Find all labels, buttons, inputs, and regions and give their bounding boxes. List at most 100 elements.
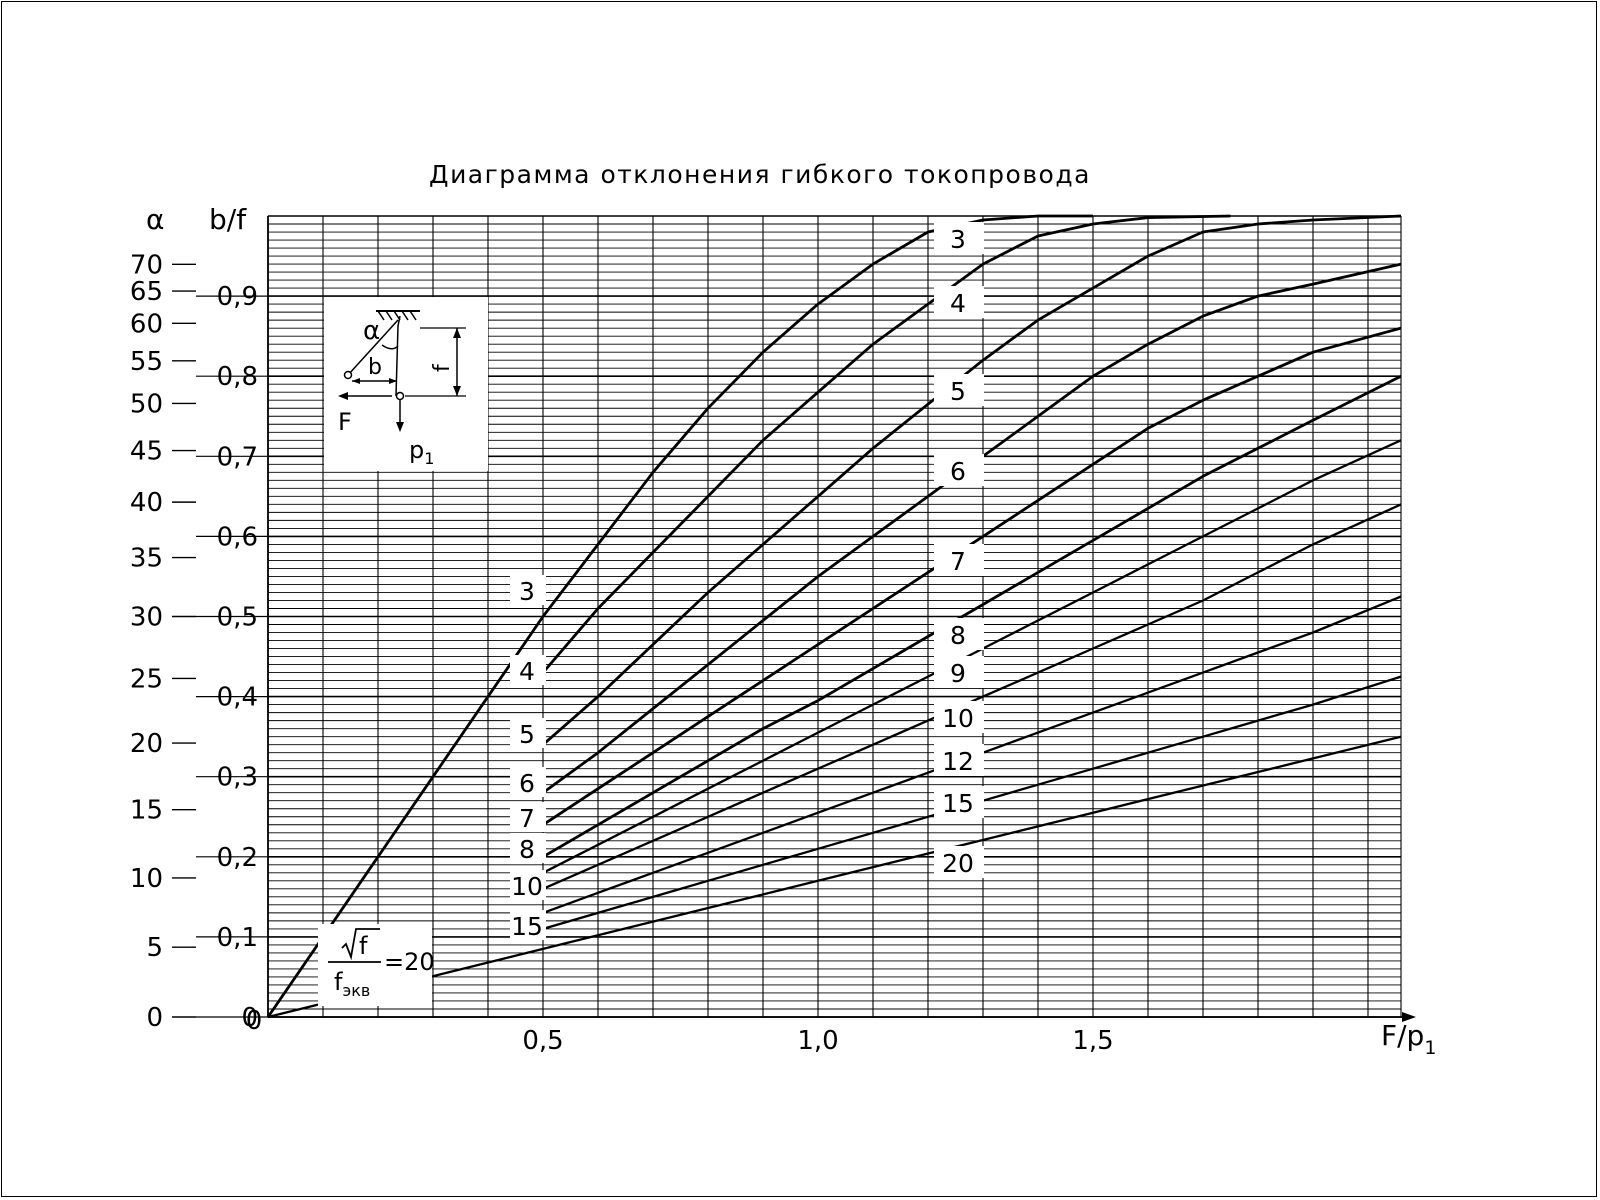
weight-arrow xyxy=(396,422,404,432)
force-f-arrow xyxy=(338,392,348,400)
alpha-tick-label: 50 xyxy=(130,389,163,419)
curve-label-right: 4 xyxy=(950,289,966,318)
curve-label-left: 10 xyxy=(511,872,543,901)
formula-value: =20 xyxy=(384,948,435,976)
y-tick-label: 0,7 xyxy=(217,442,258,472)
curve-label-right: 20 xyxy=(942,849,974,878)
alpha-tick-label: 30 xyxy=(130,603,163,633)
alpha-tick-label: 65 xyxy=(130,277,163,307)
alpha-tick-label: 40 xyxy=(130,488,163,518)
y-tick-label: 0,5 xyxy=(217,603,258,633)
curve-label-bg xyxy=(934,374,984,406)
curve-label-bg xyxy=(934,744,984,776)
support-hatch xyxy=(377,310,417,321)
y-tick-label: 0,3 xyxy=(217,763,258,793)
inset-scheme: α b f F p1 xyxy=(324,297,488,471)
x-tick-label: 0 xyxy=(246,1006,263,1036)
curve-label-right: 10 xyxy=(942,704,974,733)
curve-label-bg xyxy=(510,655,546,685)
wire-vertical xyxy=(395,315,401,397)
alpha-tick-label: 60 xyxy=(130,309,163,339)
y-tick-label: 0,1 xyxy=(217,923,258,953)
curve-label-left: 4 xyxy=(519,657,535,686)
curve-label-left: 6 xyxy=(519,769,535,798)
curve-label-left: 5 xyxy=(519,720,535,749)
alpha-tick-label: 0 xyxy=(146,1003,163,1033)
y-tick-label: 0,2 xyxy=(217,843,258,873)
curve-label-bg xyxy=(510,575,546,605)
curve-label-bg xyxy=(934,454,984,486)
curve-label-bg xyxy=(510,767,546,797)
x-tick-label: 0,5 xyxy=(522,1026,563,1056)
b-over-f-axis-label: b/f xyxy=(209,203,247,236)
alpha-tick-label: 5 xyxy=(146,933,163,963)
curve-label-right: 12 xyxy=(942,747,974,776)
inset-background xyxy=(324,297,488,471)
alpha-tick-label: 25 xyxy=(130,664,163,694)
curve-label-bg xyxy=(934,544,984,576)
curve-label-bg xyxy=(934,701,984,733)
curve-label-left: 15 xyxy=(511,912,543,941)
wire-deflected xyxy=(347,319,399,376)
curve-label-bg xyxy=(510,718,546,748)
curve-label-bg xyxy=(934,222,984,254)
curve-label-bg xyxy=(510,910,546,940)
chart-title: Диаграмма отклонения гибкого токопровода xyxy=(429,160,1091,189)
formula-denominator-sub: экв xyxy=(342,981,370,1000)
y-tick-label: 0,4 xyxy=(217,683,258,713)
inset-alpha: α xyxy=(363,316,380,346)
curve-label-left: 7 xyxy=(519,804,535,833)
curve-label-bg xyxy=(510,870,546,900)
alpha-tick-label: 45 xyxy=(130,437,163,467)
x-tick-label: 1,5 xyxy=(1072,1026,1113,1056)
sqrt-sign xyxy=(341,928,380,961)
formula-denominator: fэкв xyxy=(334,968,370,1000)
curve-4 xyxy=(541,214,1231,674)
inset-f: f xyxy=(430,363,455,372)
curve-label-right: 6 xyxy=(950,457,966,486)
curve-label-bg xyxy=(934,656,984,688)
formula-denominator-main: f xyxy=(334,968,343,996)
y-tick-label: 0,6 xyxy=(217,522,258,552)
alpha-tick-label: 35 xyxy=(130,544,163,574)
x-tick-label: 1,0 xyxy=(797,1026,838,1056)
inset-weight-main: p xyxy=(409,436,424,464)
x-axis-label-sub: 1 xyxy=(1424,1037,1436,1059)
alpha-tick-label: 70 xyxy=(130,250,163,280)
alpha-tick-label: 20 xyxy=(130,729,163,759)
alpha-axis-label: α xyxy=(146,203,164,236)
deflected-point xyxy=(343,370,353,380)
y-tick-label: 0 xyxy=(241,1003,258,1033)
alpha-tick-label: 15 xyxy=(130,796,163,826)
formula-background xyxy=(318,924,432,1006)
inset-force: F xyxy=(338,408,352,436)
curve-label-bg xyxy=(510,802,546,832)
inset-weight-sub: 1 xyxy=(424,449,434,468)
curve-label-bg xyxy=(510,833,546,863)
alpha-arc xyxy=(381,344,399,350)
x-axis-label-main: F/p xyxy=(1381,1019,1424,1052)
y-tick-label: 0,8 xyxy=(217,362,258,392)
curve-label-right: 8 xyxy=(950,621,966,650)
curve-label-left: 8 xyxy=(519,835,535,864)
formula-box: f fэкв =20 xyxy=(318,924,435,1006)
ticks: 051015202530354045505560657000,10,20,30,… xyxy=(130,250,1114,1056)
curve-label-bg xyxy=(934,286,984,318)
curve-label-left: 3 xyxy=(519,577,535,606)
curve-label-right: 7 xyxy=(950,547,966,576)
curve-label-right: 9 xyxy=(950,659,966,688)
alpha-tick-label: 55 xyxy=(130,347,163,377)
curve-label-bg xyxy=(934,618,984,650)
x-axis-arrow xyxy=(1402,1012,1416,1022)
formula-numerator: f xyxy=(359,932,368,960)
y-tick-label: 0,9 xyxy=(217,282,258,312)
curve-label-bg xyxy=(934,786,984,818)
inset-b: b xyxy=(368,355,382,380)
x-axis-label: F/p1 xyxy=(1381,1019,1436,1059)
curve-label-right: 3 xyxy=(950,225,966,254)
inset-weight: p1 xyxy=(409,436,434,468)
curve-20 xyxy=(267,735,1402,1019)
